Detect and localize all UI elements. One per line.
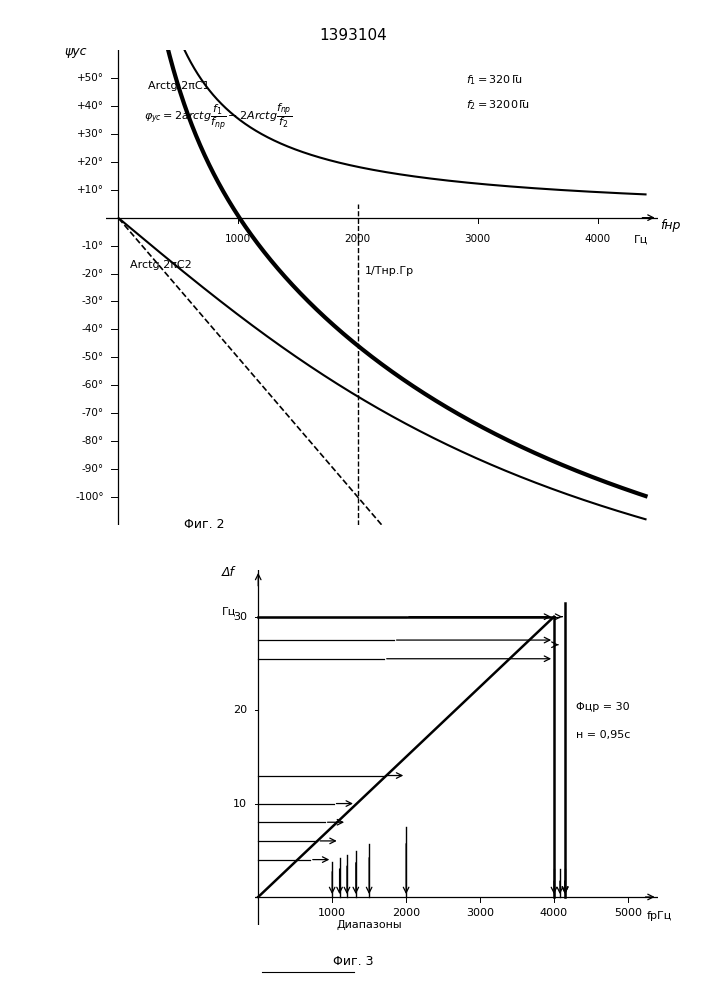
Text: -90°: -90° (81, 464, 104, 474)
Text: -20°: -20° (81, 269, 104, 279)
Text: +10°: +10° (76, 185, 104, 195)
Text: 4000: 4000 (585, 234, 611, 244)
Text: $\varphi_{yc}=2arctg\dfrac{f_1}{f_{np}}-2Arctg\dfrac{f_{np}}{f_2}$: $\varphi_{yc}=2arctg\dfrac{f_1}{f_{np}}-… (144, 102, 293, 133)
Text: 1000: 1000 (318, 908, 346, 918)
Text: $f_1=320\,\Gamma\!\!\mathrm{u}$: $f_1=320\,\Gamma\!\!\mathrm{u}$ (466, 74, 522, 87)
Text: Φцр = 30: Φцр = 30 (576, 702, 630, 712)
Text: -60°: -60° (81, 380, 104, 390)
Text: 4000: 4000 (540, 908, 568, 918)
Text: 2000: 2000 (392, 908, 420, 918)
Text: Гц: Гц (633, 235, 648, 245)
Text: 30: 30 (233, 612, 247, 622)
Text: fнр: fнр (660, 219, 680, 232)
Text: Диапазоны: Диапазоны (337, 920, 402, 930)
Text: 2000: 2000 (345, 234, 371, 244)
Text: ψус: ψус (65, 45, 88, 58)
Text: -80°: -80° (81, 436, 104, 446)
Text: 3000: 3000 (466, 908, 494, 918)
Text: -10°: -10° (81, 241, 104, 251)
Text: Φиг. 2: Φиг. 2 (184, 518, 224, 531)
Text: fрГц: fрГц (646, 911, 672, 921)
Text: +40°: +40° (76, 101, 104, 111)
Text: 1/Tнр.Гр: 1/Tнр.Гр (365, 266, 414, 276)
Text: +30°: +30° (76, 129, 104, 139)
Text: -100°: -100° (75, 492, 104, 502)
Text: 3000: 3000 (464, 234, 491, 244)
Text: $f_2=3200\,\Gamma\!\!\mathrm{u}$: $f_2=3200\,\Gamma\!\!\mathrm{u}$ (466, 99, 530, 112)
Text: +20°: +20° (76, 157, 104, 167)
Text: -40°: -40° (81, 324, 104, 334)
Text: 1393104: 1393104 (320, 28, 387, 43)
Text: 20: 20 (233, 705, 247, 715)
Text: н = 0,95с: н = 0,95с (576, 730, 631, 740)
Text: +50°: +50° (76, 73, 104, 83)
Text: -30°: -30° (81, 296, 104, 306)
Text: 1000: 1000 (225, 234, 251, 244)
Text: 5000: 5000 (614, 908, 642, 918)
Text: Arctg 2πC2: Arctg 2πC2 (130, 260, 192, 270)
Text: Φиг. 3: Φиг. 3 (333, 955, 374, 968)
Text: Δf: Δf (222, 566, 235, 579)
Text: 10: 10 (233, 799, 247, 809)
Text: -70°: -70° (81, 408, 104, 418)
Text: Гц: Гц (221, 607, 235, 617)
Text: Arctg 2πC1: Arctg 2πC1 (148, 81, 210, 91)
Text: -50°: -50° (81, 352, 104, 362)
